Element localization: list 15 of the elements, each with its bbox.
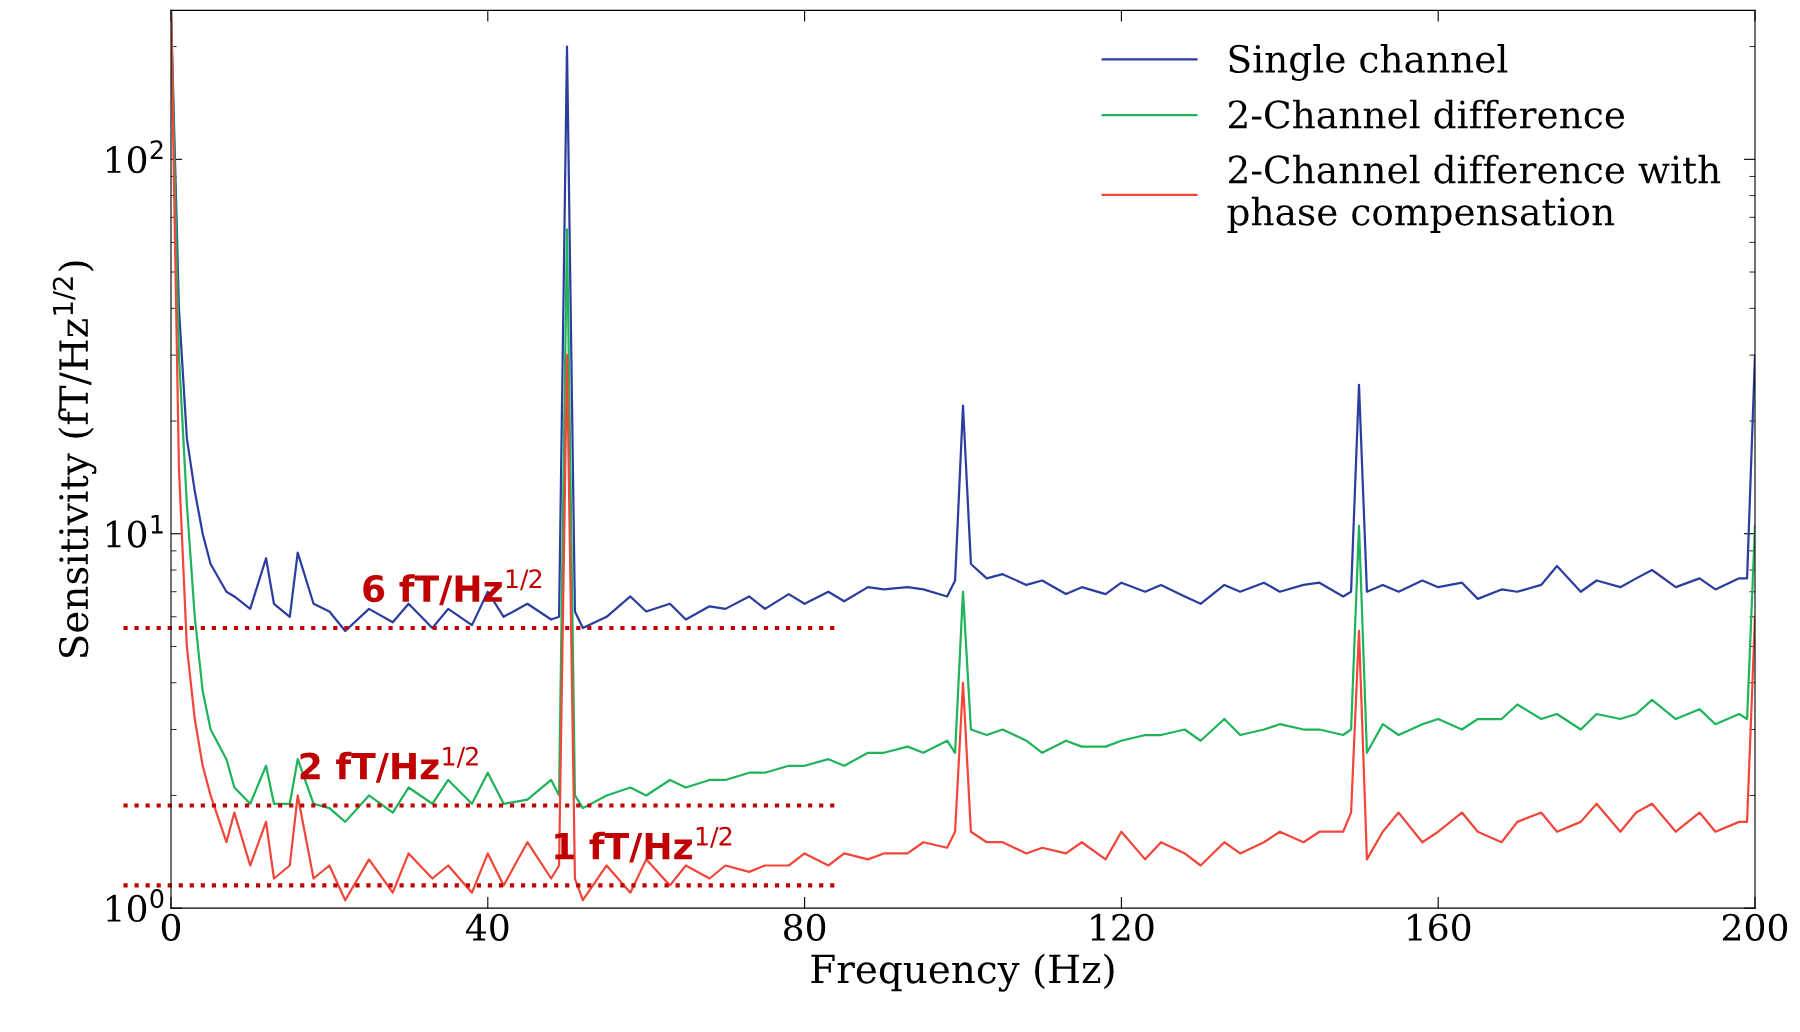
x-tick-label: 200: [1722, 913, 1788, 941]
legend-label: 2-Channel difference: [1228, 99, 1625, 129]
y-axis-title: Sensitivity (fT/Hz$^{1/2}$): [52, 261, 97, 658]
x-axis-title: Frequency (Hz): [811, 953, 1114, 992]
x-tick-label: 80: [784, 913, 826, 941]
y-tick-label: 10$^{2}$: [106, 140, 163, 174]
x-tick-label: 0: [161, 913, 181, 941]
ref-line-label: 6 fT/Hz$^{1/2}$: [363, 569, 542, 606]
legend-label: 2-Channel difference with phase compensation: [1227, 154, 1721, 233]
ref-line-label: 2 fT/Hz$^{1/2}$: [300, 746, 478, 783]
x-tick-label: 120: [1091, 913, 1154, 941]
legend-label: Single channel: [1229, 44, 1508, 81]
x-tick-label: 160: [1408, 913, 1471, 941]
y-tick-label: 10$^{1}$: [106, 514, 163, 548]
x-tick-label: 40: [465, 913, 509, 941]
